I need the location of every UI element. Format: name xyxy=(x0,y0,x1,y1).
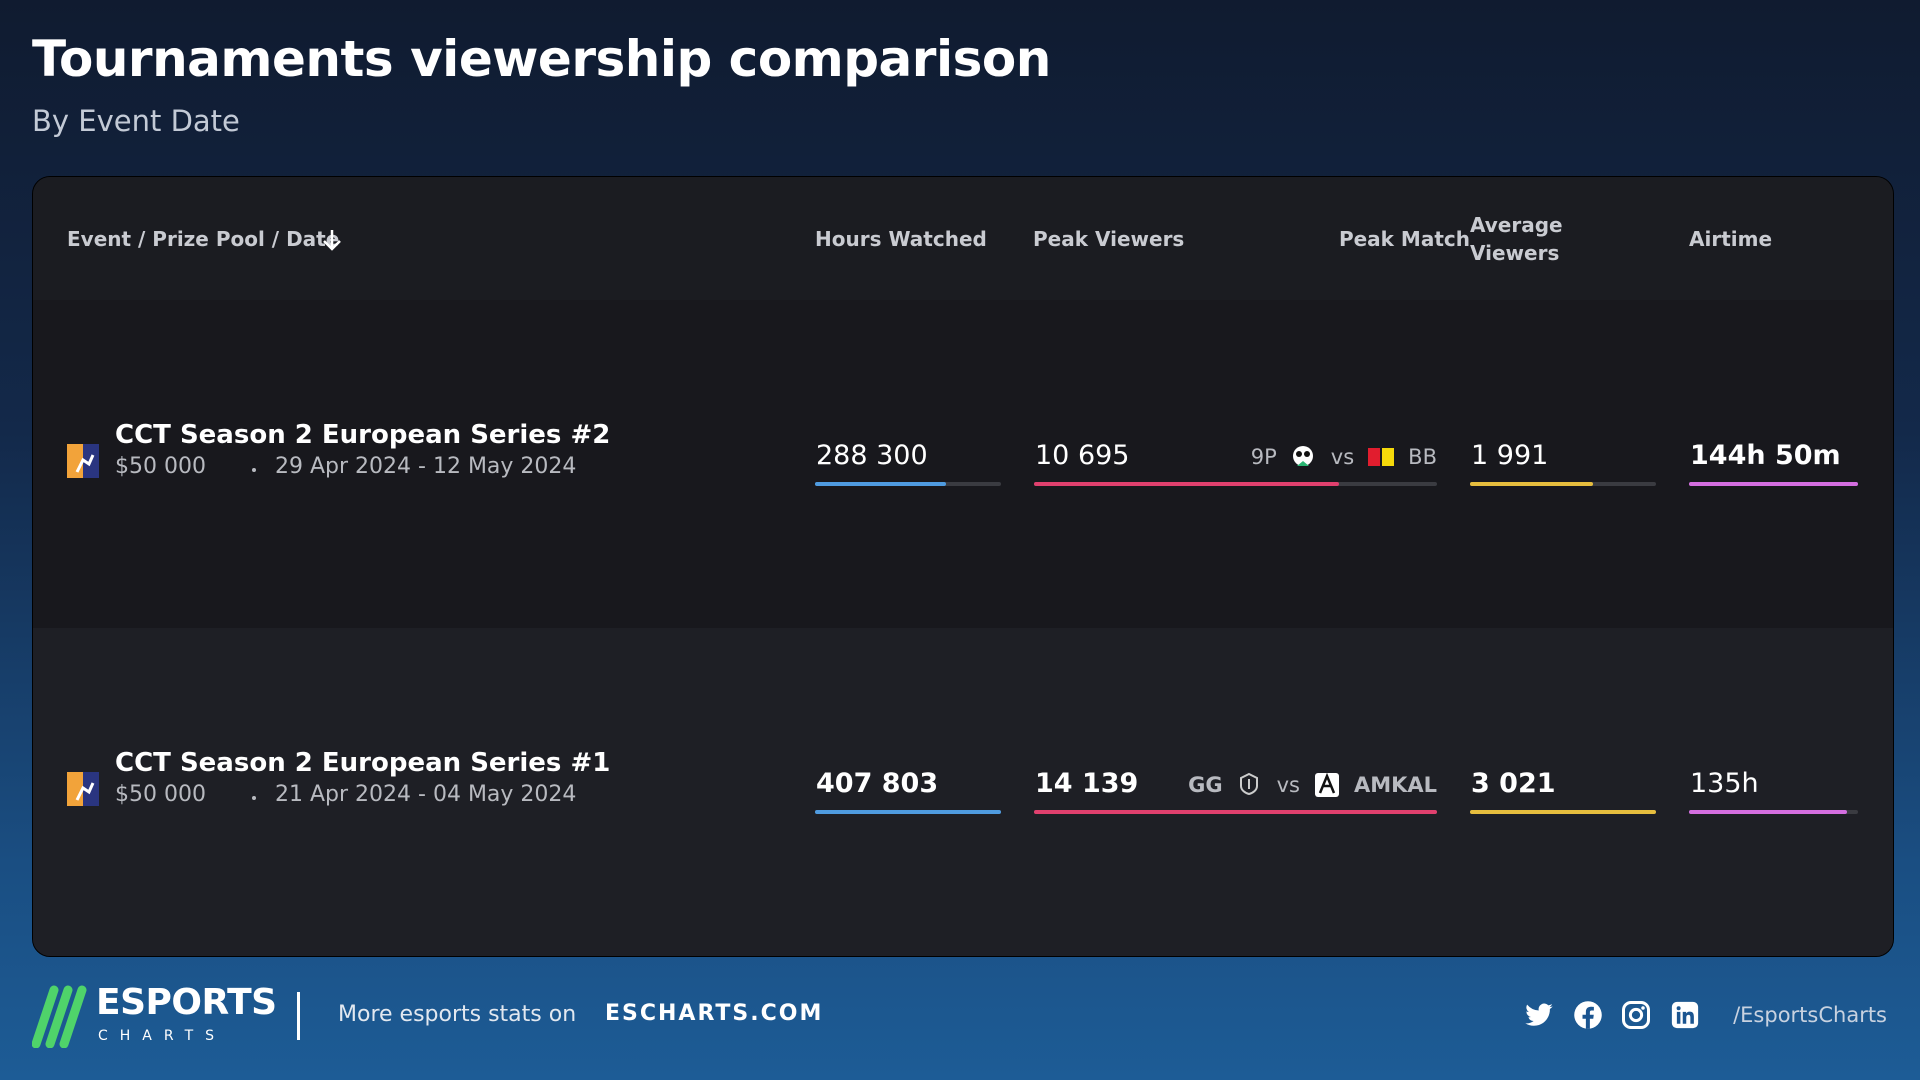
hours-watched: 407 803 xyxy=(816,768,939,799)
bar-track xyxy=(1470,810,1656,814)
team-name: 9P xyxy=(1250,445,1277,469)
column-header: Hours Watched xyxy=(815,227,987,251)
twitter-icon[interactable] xyxy=(1524,1000,1554,1030)
separator xyxy=(252,796,256,800)
event-name: CCT Season 2 European Series #2 xyxy=(115,420,611,450)
separator xyxy=(252,468,256,472)
event-name: CCT Season 2 European Series #1 xyxy=(115,748,611,778)
airtime: 135h xyxy=(1690,768,1759,799)
logo-text: ESPORTS xyxy=(96,982,277,1023)
bar xyxy=(815,810,1001,814)
bar xyxy=(1470,810,1656,814)
peak-match: GG vs AMKAL xyxy=(1188,772,1437,798)
team-logo xyxy=(1292,446,1313,466)
event-date: 21 Apr 2024 - 04 May 2024 xyxy=(275,782,577,807)
event-date: 29 Apr 2024 - 12 May 2024 xyxy=(275,454,577,479)
logo-mark xyxy=(32,985,87,1048)
prize-pool: $50 000 xyxy=(115,454,206,479)
bar xyxy=(1470,482,1593,486)
site-link[interactable]: ESCHARTS.COM xyxy=(605,1001,824,1026)
peak-viewers: 10 695 xyxy=(1035,440,1130,471)
bar xyxy=(1034,482,1339,486)
instagram-icon[interactable] xyxy=(1621,1000,1651,1030)
divider xyxy=(297,992,300,1040)
peak-match: 9P vs BB xyxy=(1251,444,1437,470)
peak-viewers: 14 139 xyxy=(1035,768,1139,799)
bar-track xyxy=(815,810,1001,814)
handle[interactable]: /EsportsCharts xyxy=(1733,1003,1887,1027)
table-card: Event / Prize Pool / Date Hours Watched … xyxy=(32,176,1894,957)
sort-icon[interactable] xyxy=(320,227,344,253)
linkedin-icon[interactable] xyxy=(1670,1000,1700,1030)
column-header: Average Viewers xyxy=(1470,213,1563,265)
facebook-icon[interactable] xyxy=(1573,1000,1603,1030)
team-name: AMKAL xyxy=(1353,773,1437,797)
table-header: Event / Prize Pool / Date Hours Watched … xyxy=(33,177,1893,300)
hours-watched: 288 300 xyxy=(816,440,928,471)
vs: vs xyxy=(1276,773,1300,797)
average-viewers: 3 021 xyxy=(1471,768,1556,799)
bar xyxy=(815,482,947,486)
airtime: 144h 50m xyxy=(1690,440,1841,471)
logo-sub: CHARTS xyxy=(98,1028,227,1044)
game-icon xyxy=(67,772,99,806)
promo: More esports stats on xyxy=(338,1002,577,1027)
team-logo xyxy=(1239,772,1258,796)
bar xyxy=(1689,482,1858,486)
column-header: Peak Viewers xyxy=(1033,227,1185,251)
vs: vs xyxy=(1330,445,1355,469)
title: Tournaments viewership comparison xyxy=(32,30,1051,88)
team-logo xyxy=(1368,448,1395,466)
bar xyxy=(1034,810,1437,814)
bar-track xyxy=(815,482,1001,486)
table-row[interactable]: CCT Season 2 European Series #2 $50 000 29… xyxy=(33,300,1893,628)
prize-pool: $50 000 xyxy=(115,782,206,807)
column-header[interactable]: Event / Prize Pool / Date xyxy=(67,227,340,251)
bar xyxy=(1689,810,1847,814)
team-logo xyxy=(1314,772,1339,797)
subtitle: By Event Date xyxy=(32,104,240,138)
bar-track xyxy=(1034,810,1437,814)
bar-track xyxy=(1689,810,1858,814)
table-row[interactable]: CCT Season 2 European Series #1 $50 000 21… xyxy=(33,628,1893,956)
bar-track xyxy=(1689,482,1858,486)
column-header: Peak Match xyxy=(1338,227,1470,251)
bar-track xyxy=(1470,482,1656,486)
column-header: Airtime xyxy=(1689,227,1773,251)
bar-track xyxy=(1034,482,1437,486)
team-name: GG xyxy=(1188,773,1223,797)
team-name: BB xyxy=(1408,445,1437,469)
average-viewers: 1 991 xyxy=(1471,440,1549,471)
game-icon xyxy=(67,444,99,478)
